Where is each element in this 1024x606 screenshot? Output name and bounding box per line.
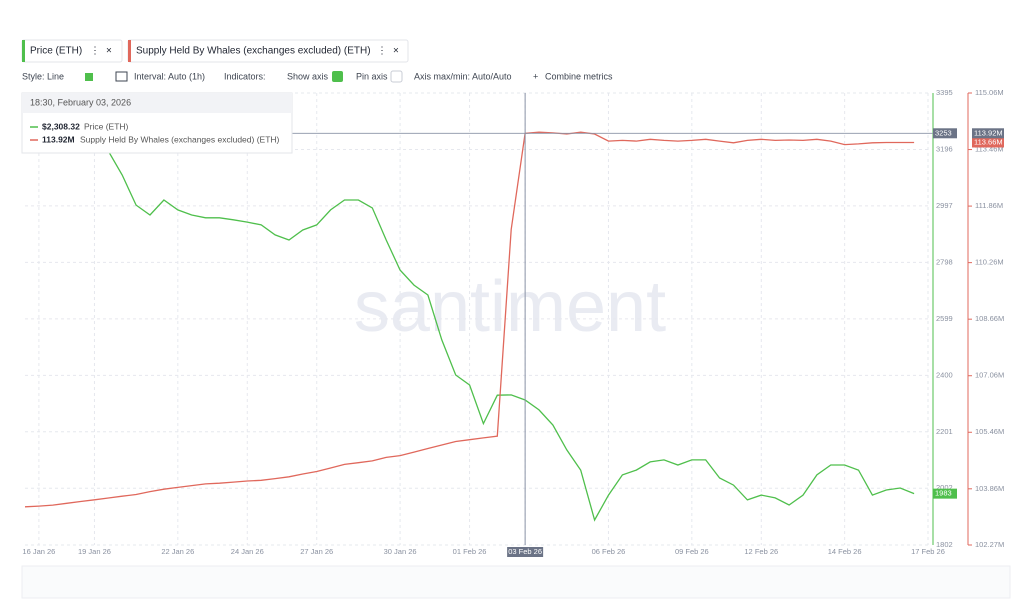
- series-line: [24, 113, 915, 522]
- tooltip-time: 18:30, February 03, 2026: [30, 97, 131, 107]
- x-tick-label: 16 Jan 26: [22, 547, 55, 556]
- combine-metrics[interactable]: +: [533, 71, 538, 81]
- show-axis-checkbox[interactable]: [332, 71, 343, 82]
- pin-axis-checkbox[interactable]: [390, 70, 403, 83]
- x-tick-label: 17 Feb 26: [911, 547, 945, 556]
- x-tick-label: 06 Feb 26: [592, 547, 626, 556]
- y-tick-label: 2798: [936, 257, 953, 266]
- tab-label: Price (ETH): [30, 46, 82, 57]
- y2-tick-label: 103.86M: [975, 484, 1004, 493]
- pin-axis-label: Pin axis: [356, 71, 388, 81]
- tab-label: Supply Held By Whales (exchanges exclude…: [136, 46, 371, 57]
- tab-accent: [22, 40, 25, 62]
- y-tick-label: 3196: [936, 144, 953, 153]
- last-value-label: 113.66M: [974, 137, 1003, 146]
- close-icon[interactable]: ×: [393, 46, 399, 57]
- y-tick-label: 2002: [936, 483, 953, 492]
- tooltip-series: Supply Held By Whales (exchanges exclude…: [80, 134, 280, 144]
- y-tick-label: 2201: [936, 427, 953, 436]
- crosshair-y-label: 3253: [935, 128, 952, 137]
- interval-icon: [115, 71, 128, 82]
- y-tick-label: 3395: [936, 88, 953, 97]
- y-tick-label: 2599: [936, 314, 953, 323]
- series-line: [24, 131, 915, 508]
- y2-tick-label: 107.06M: [975, 371, 1004, 380]
- y-tick-label: 1802: [936, 540, 953, 549]
- x-tick-label: 30 Jan 26: [384, 547, 417, 556]
- navigator[interactable]: [21, 565, 1011, 599]
- x-tick-label: 24 Jan 26: [231, 547, 264, 556]
- indicators-select[interactable]: Indicators:: [224, 71, 266, 81]
- y2-tick-label: 102.27M: [975, 540, 1004, 549]
- x-tick-label: 19 Jan 26: [78, 547, 111, 556]
- color-swatch[interactable]: [85, 73, 93, 81]
- menu-icon[interactable]: ⋮: [90, 46, 100, 57]
- y-tick-label: 2400: [936, 370, 953, 379]
- y2-tick-label: 111.86M: [975, 201, 1003, 210]
- crosshair-x-tag: [507, 547, 544, 557]
- y2-tick-label: 115.06M: [975, 88, 1004, 97]
- tooltip-value: 113.92M: [42, 134, 75, 144]
- menu-icon[interactable]: ⋮: [377, 46, 387, 57]
- close-icon[interactable]: ×: [106, 46, 112, 57]
- tooltip-header: [22, 93, 292, 113]
- last-value-label: 1983: [935, 489, 952, 498]
- style-select[interactable]: Style: Line: [22, 71, 64, 81]
- crosshair-x-label: 03 Feb 26: [508, 547, 542, 556]
- combine-metrics[interactable]: Combine metrics: [545, 71, 613, 81]
- y2-tick-label: 113.46M: [975, 145, 1004, 154]
- y2-tick-label: 105.46M: [975, 427, 1004, 436]
- axis-minmax-select[interactable]: Axis max/min: Auto/Auto: [414, 71, 512, 81]
- x-tick-label: 27 Jan 26: [300, 547, 333, 556]
- crosshair-y-tag: [933, 128, 957, 139]
- interval-select[interactable]: Interval: Auto (1h): [134, 71, 205, 81]
- show-axis-label: Show axis: [287, 71, 329, 81]
- x-tick-label: 14 Feb 26: [828, 547, 862, 556]
- tooltip: 18:30, February 03, 2026 $2,308.32 Price…: [21, 92, 293, 154]
- y-tick-label: 2997: [936, 201, 953, 210]
- last-value-tag: [972, 137, 1004, 148]
- x-tick-label: 01 Feb 26: [453, 547, 487, 556]
- watermark: santiment: [354, 267, 666, 347]
- y2-tick-label: 108.66M: [975, 314, 1004, 323]
- crosshair-y2-tag: [972, 128, 1004, 139]
- x-tick-label: 22 Jan 26: [161, 547, 194, 556]
- y2-tick-label: 110.26M: [975, 258, 1004, 267]
- crosshair-y2-label: 113.92M: [974, 128, 1003, 137]
- x-tick-label: 09 Feb 26: [675, 547, 709, 556]
- tooltip-value: $2,308.32: [42, 121, 80, 131]
- tooltip-series: Price (ETH): [84, 121, 129, 131]
- tab-accent: [128, 40, 131, 62]
- last-value-tag: [933, 488, 957, 499]
- x-tick-label: 12 Feb 26: [744, 547, 778, 556]
